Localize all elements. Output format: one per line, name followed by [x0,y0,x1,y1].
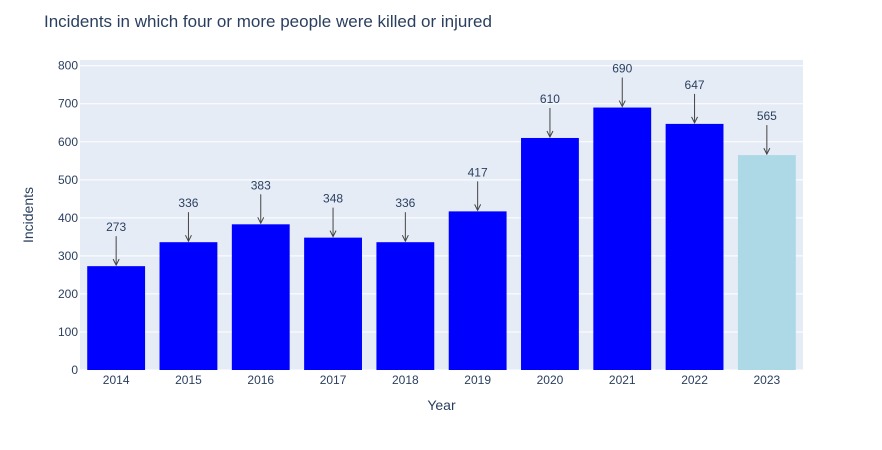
annotation-arrowhead [257,217,265,225]
x-tick-label: 2014 [103,373,130,387]
annotation-arrowhead [546,130,554,139]
y-tick-label: 400 [58,211,78,225]
bar-2018 [376,242,435,370]
y-tick-label: 200 [58,287,78,301]
annotation-arrowhead [691,116,698,125]
y-tick-label: 100 [58,325,78,339]
annotation-arrowhead [329,230,337,238]
bar-2021 [593,107,652,370]
bar-2022 [665,123,724,370]
annotation-label: 348 [323,192,343,206]
annotation-label: 690 [612,62,632,76]
bar-2023 [737,155,796,370]
y-tick-label: 800 [58,59,78,73]
y-tick-label: 300 [58,249,78,263]
annotation-label: 273 [106,220,126,234]
y-tick-label: 500 [58,173,78,187]
y-tick-label: 600 [58,135,78,149]
x-tick-label: 2016 [247,373,274,387]
bar-2016 [231,224,290,370]
annotation-label: 610 [540,92,560,106]
y-axis-title: Incidents [20,187,36,243]
bar-2014 [87,266,146,370]
chart-title: Incidents in which four or more people w… [44,12,492,31]
x-axis-title: Year [427,397,456,413]
annotation-label: 417 [468,165,488,179]
x-tick-label: 2020 [537,373,564,387]
annotation-label: 336 [178,196,198,210]
annotation-arrowhead [185,234,192,243]
annotation-label: 383 [251,178,271,192]
x-tick-label: 2022 [681,373,708,387]
x-tick-label: 2023 [753,373,780,387]
bar-2017 [304,237,362,370]
x-tick-label: 2018 [392,373,419,387]
annotation-label: 336 [395,196,415,210]
annotation-arrowhead [763,147,771,156]
bar-2020 [521,137,579,370]
bar-2015 [159,242,218,370]
annotation-label: 565 [757,109,777,123]
annotation-arrowhead [112,258,120,267]
x-tick-label: 2017 [320,373,347,387]
annotation-arrowhead [618,100,626,108]
y-tick-label: 700 [58,97,78,111]
bar-2019 [448,211,507,370]
annotation-arrowhead [401,234,409,243]
y-tick-label: 0 [71,363,78,377]
annotation-arrowhead [474,204,482,212]
x-tick-label: 2019 [464,373,491,387]
x-tick-label: 2021 [609,373,636,387]
annotation-label: 647 [685,78,705,92]
x-tick-label: 2015 [175,373,202,387]
